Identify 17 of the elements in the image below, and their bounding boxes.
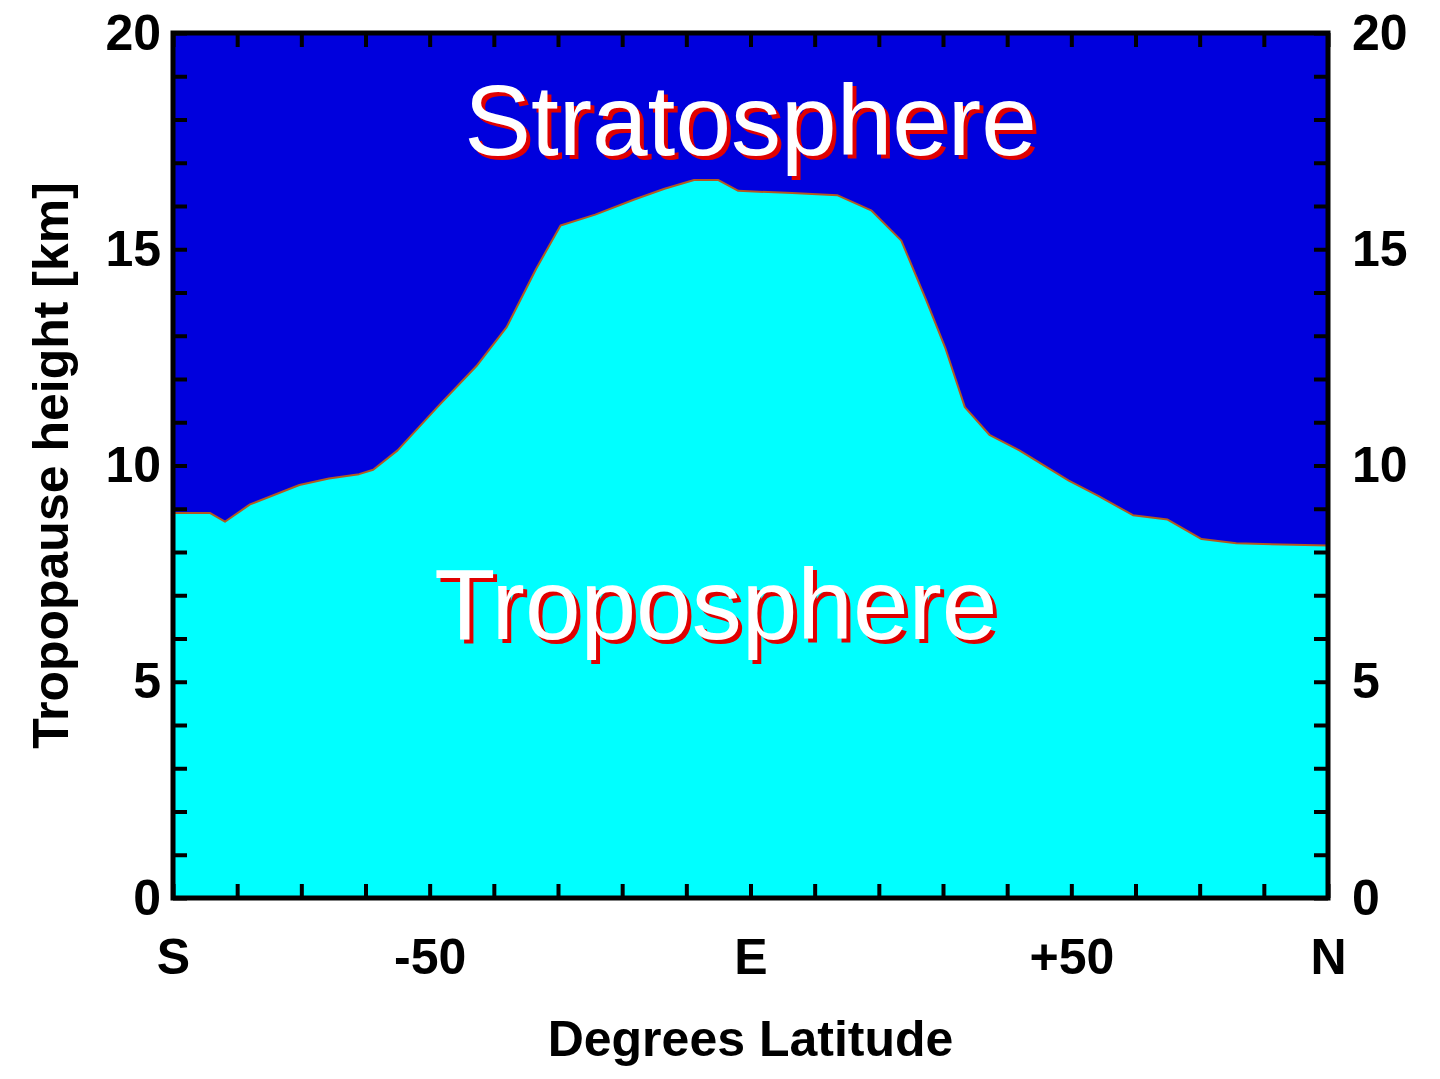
- y-axis-title: Tropopause height [km]: [23, 182, 79, 749]
- x-tick-label: -50: [394, 928, 467, 985]
- y2-tick-label: 15: [1352, 220, 1408, 277]
- y2-tick-label: 20: [1352, 4, 1408, 61]
- y-tick-label: 10: [105, 437, 161, 493]
- x-tick-label: N: [1310, 928, 1347, 985]
- y-tick-label: 0: [133, 869, 161, 926]
- x-tick-label: E: [734, 928, 768, 985]
- y-tick-label: 20: [105, 4, 161, 61]
- y2-tick-label: 10: [1352, 437, 1408, 493]
- y2-tick-label: 5: [1352, 653, 1380, 710]
- y-tick-label: 15: [105, 220, 161, 277]
- x-axis-title: Degrees Latitude: [547, 1011, 954, 1067]
- y2-tick-label: 0: [1352, 869, 1380, 926]
- x-tick-label: +50: [1029, 928, 1115, 985]
- y-tick-label: 5: [133, 653, 161, 710]
- x-tick-label: S: [156, 928, 191, 985]
